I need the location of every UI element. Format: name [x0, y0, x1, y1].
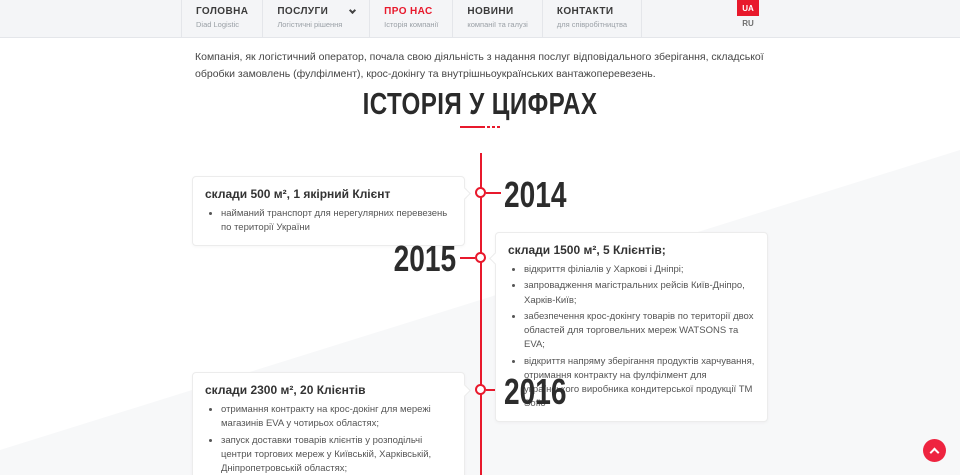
main-menu: ГОЛОВНА Diad Logistic ПОСЛУГИ Логістичні… [181, 0, 643, 38]
nav-item-label: НОВИНИ [467, 6, 514, 17]
card-title: склади 1500 м², 5 Клієнтів; [508, 243, 666, 257]
timeline-dot-2015 [475, 252, 486, 263]
scroll-to-top-button[interactable] [923, 439, 946, 462]
section-title: ІСТОРІЯ У ЦИФРАХ [362, 86, 598, 121]
timeline-connector-2014 [486, 192, 501, 194]
nav-item-sublabel: Diad Logistic [196, 20, 239, 29]
nav-item-label: ПОСЛУГИ [277, 6, 329, 17]
intro-paragraph: Компанія, як логістичний оператор, почал… [195, 51, 764, 81]
timeline-connector-2015 [460, 257, 475, 259]
nav-item-contacts[interactable]: КОНТАКТИ для співробітництва [541, 0, 643, 38]
top-nav-bar: ГОЛОВНА Diad Logistic ПОСЛУГИ Логістичні… [0, 0, 960, 38]
nav-item-services[interactable]: ПОСЛУГИ Логістичні рішення [262, 0, 369, 38]
timeline-dot-2016 [475, 384, 486, 395]
timeline-bullet: запуск доставки товарів клієнтів у розпо… [221, 434, 452, 475]
nav-item-news[interactable]: НОВИНИ компанії та галузі [452, 0, 541, 38]
card-arrow-icon [458, 187, 471, 200]
chevron-down-icon [349, 6, 357, 14]
card-bullet-list: отримання контракту на крос-докінг для м… [205, 403, 452, 475]
timeline-bullet: отримання контракту на крос-докінг для м… [221, 403, 452, 432]
card-title: склади 500 м², 1 якірний Клієнт [205, 187, 391, 201]
timeline-bullet: забезпечення крос-докінгу товарів по тер… [524, 310, 755, 353]
title-underline [0, 126, 960, 128]
timeline-card-2015: склади 1500 м², 5 Клієнтів; відкриття фі… [489, 232, 768, 422]
timeline-line [480, 153, 482, 475]
card-arrow-icon [489, 252, 502, 265]
nav-item-label: ГОЛОВНА [196, 6, 249, 17]
chevron-up-icon [929, 447, 940, 457]
card-bullet-list: відкриття філіалів у Харкові і Дніпрі; з… [508, 263, 755, 412]
card-title: склади 2300 м², 20 Клієнтів [205, 383, 366, 397]
timeline-card-2014: склади 500 м², 1 якірний Клієнт найманий… [192, 176, 471, 246]
timeline-connector-2016 [486, 389, 501, 391]
language-switch-ua[interactable]: UA [737, 0, 759, 16]
card-bullet-list: найманий транспорт для нерегулярних пере… [205, 207, 452, 236]
timeline-bullet: відкриття напряму зберігання продуктів х… [524, 355, 755, 412]
nav-item-label: КОНТАКТИ [556, 6, 614, 17]
timeline-card-2016: склади 2300 м², 20 Клієнтів отримання ко… [192, 372, 471, 475]
nav-item-sublabel: Логістичні рішення [277, 20, 343, 29]
timeline-year-2016: 2016 [504, 371, 567, 412]
nav-item-sublabel: для співробітництва [556, 20, 628, 29]
nav-item-sublabel: Історія компанії [384, 20, 439, 29]
timeline-year-2014: 2014 [504, 174, 567, 215]
nav-item-label: ПРО НАС [384, 6, 433, 17]
timeline-bullet: відкриття філіалів у Харкові і Дніпрі; [524, 263, 755, 277]
timeline-bullet: запровадження магістральних рейсів Київ-… [524, 279, 755, 308]
timeline-dot-2014 [475, 187, 486, 198]
timeline-bullet: найманий транспорт для нерегулярних пере… [221, 207, 452, 236]
language-switch-ru[interactable]: RU [742, 19, 754, 28]
nav-item-about[interactable]: ПРО НАС Історія компанії [369, 0, 452, 38]
timeline-year-2015: 2015 [393, 238, 457, 279]
nav-item-home[interactable]: ГОЛОВНА Diad Logistic [181, 0, 262, 38]
nav-item-sublabel: компанії та галузі [467, 20, 528, 29]
